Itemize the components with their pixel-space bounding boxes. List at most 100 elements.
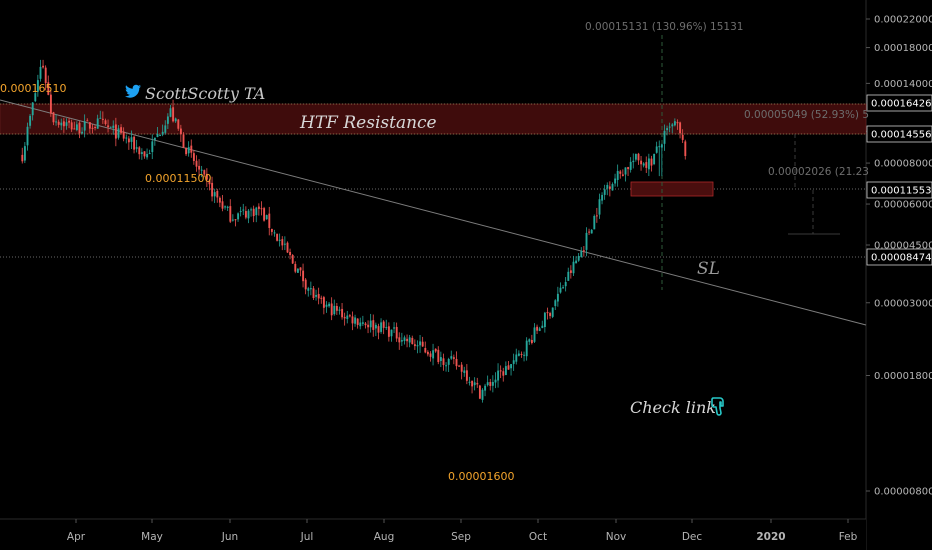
- candle-body: [658, 146, 661, 148]
- x-tick-label-3: Jul: [300, 531, 314, 543]
- pointing-down-icon[interactable]: [711, 397, 724, 416]
- candle-body: [569, 270, 572, 273]
- candle-body: [307, 288, 310, 291]
- candle-body: [218, 197, 221, 203]
- candle-body: [679, 122, 682, 134]
- candle-body: [460, 364, 463, 372]
- candle-body: [112, 125, 115, 128]
- candle-body: [325, 304, 328, 307]
- candle-body: [364, 323, 367, 326]
- candle-body: [192, 153, 195, 161]
- candle-body: [252, 208, 255, 217]
- x-tick-label-2: Jun: [221, 531, 238, 543]
- time-axis-panel[interactable]: [0, 519, 866, 550]
- candle-body: [676, 122, 679, 124]
- candle-body: [127, 138, 130, 143]
- candle-body: [595, 215, 598, 217]
- candle-body: [491, 381, 494, 386]
- candle-body: [447, 359, 450, 365]
- candle-body: [528, 339, 531, 342]
- candle-body: [369, 320, 372, 328]
- candle-body: [281, 239, 284, 246]
- candle-body: [382, 321, 385, 328]
- twitter-bird-icon: [125, 84, 141, 98]
- candle-body: [390, 329, 393, 337]
- candle-body: [512, 360, 515, 364]
- candle-body: [585, 232, 588, 250]
- trend-line[interactable]: [0, 99, 867, 326]
- candle-body: [276, 233, 279, 241]
- candle-body: [96, 118, 99, 129]
- candle-body: [278, 239, 281, 241]
- candle-body: [161, 131, 164, 135]
- candle-body: [36, 80, 39, 92]
- candle-body: [247, 210, 250, 219]
- candle-body: [83, 121, 86, 131]
- candle-body: [39, 66, 42, 79]
- candle-body: [343, 316, 346, 319]
- candle-body: [429, 353, 432, 357]
- candle-body: [179, 128, 182, 135]
- check-link-label[interactable]: Check link: [630, 398, 716, 417]
- price-axis-panel[interactable]: [866, 0, 932, 550]
- candle-body: [523, 354, 526, 356]
- candle-body: [117, 128, 120, 138]
- candle-body: [614, 178, 617, 184]
- candle-body: [590, 229, 593, 234]
- candle-body: [86, 120, 89, 122]
- candle-body: [684, 141, 687, 157]
- candle-body: [73, 128, 76, 130]
- candle-body: [125, 137, 128, 139]
- candle-body: [354, 317, 357, 324]
- measure-label-3: 0.00002026 (21.23: [768, 166, 869, 178]
- candle-body: [601, 194, 604, 201]
- candle-body: [642, 163, 645, 166]
- candle-body: [450, 356, 453, 359]
- candle-body: [255, 207, 258, 216]
- x-tick-label-9: 2020: [756, 531, 785, 543]
- y-tick-label-5: 0.00006000: [874, 200, 932, 211]
- candle-body: [317, 293, 320, 299]
- candle-body: [213, 192, 216, 197]
- price-tag-label-3: 0.00008474: [871, 253, 931, 264]
- candle-body: [577, 255, 580, 261]
- candle-body: [75, 124, 78, 131]
- candle-body: [546, 312, 549, 314]
- candle-body: [333, 305, 336, 315]
- candle-body: [21, 154, 24, 162]
- target-box[interactable]: [630, 181, 714, 197]
- candle-body: [372, 320, 375, 330]
- candle-body: [471, 380, 474, 387]
- candle-body: [413, 344, 416, 347]
- candle-body: [380, 322, 383, 332]
- x-tick-label-0: Apr: [67, 531, 86, 543]
- candle-body: [598, 199, 601, 215]
- candle-body: [458, 365, 461, 367]
- candle-body: [322, 297, 325, 308]
- candle-body: [538, 328, 541, 332]
- candle-body: [588, 231, 591, 233]
- candle-body: [109, 126, 112, 128]
- candle-body: [437, 349, 440, 363]
- candle-body: [244, 211, 247, 218]
- low-price-label: 0.00001600: [448, 470, 514, 483]
- candle-body: [52, 112, 55, 123]
- candle-body: [299, 267, 302, 271]
- price-tag-box-0: [866, 94, 932, 112]
- candle-body: [198, 165, 201, 170]
- candle-body: [169, 108, 172, 117]
- candle-body: [507, 365, 510, 370]
- candle-body: [99, 117, 102, 119]
- candle-body: [273, 232, 276, 234]
- candle-body: [221, 201, 224, 209]
- candle-body: [190, 145, 193, 153]
- candle-body: [101, 118, 104, 120]
- htf-resistance-zone[interactable]: [0, 103, 867, 135]
- candle-body: [315, 294, 318, 297]
- candle-body: [655, 146, 658, 153]
- price-tags: 0.00016426 0.00014556 0.00011553 0.00008474: [866, 94, 932, 266]
- candle-body: [442, 358, 445, 365]
- candle-body: [42, 65, 45, 68]
- candle-body: [387, 326, 390, 337]
